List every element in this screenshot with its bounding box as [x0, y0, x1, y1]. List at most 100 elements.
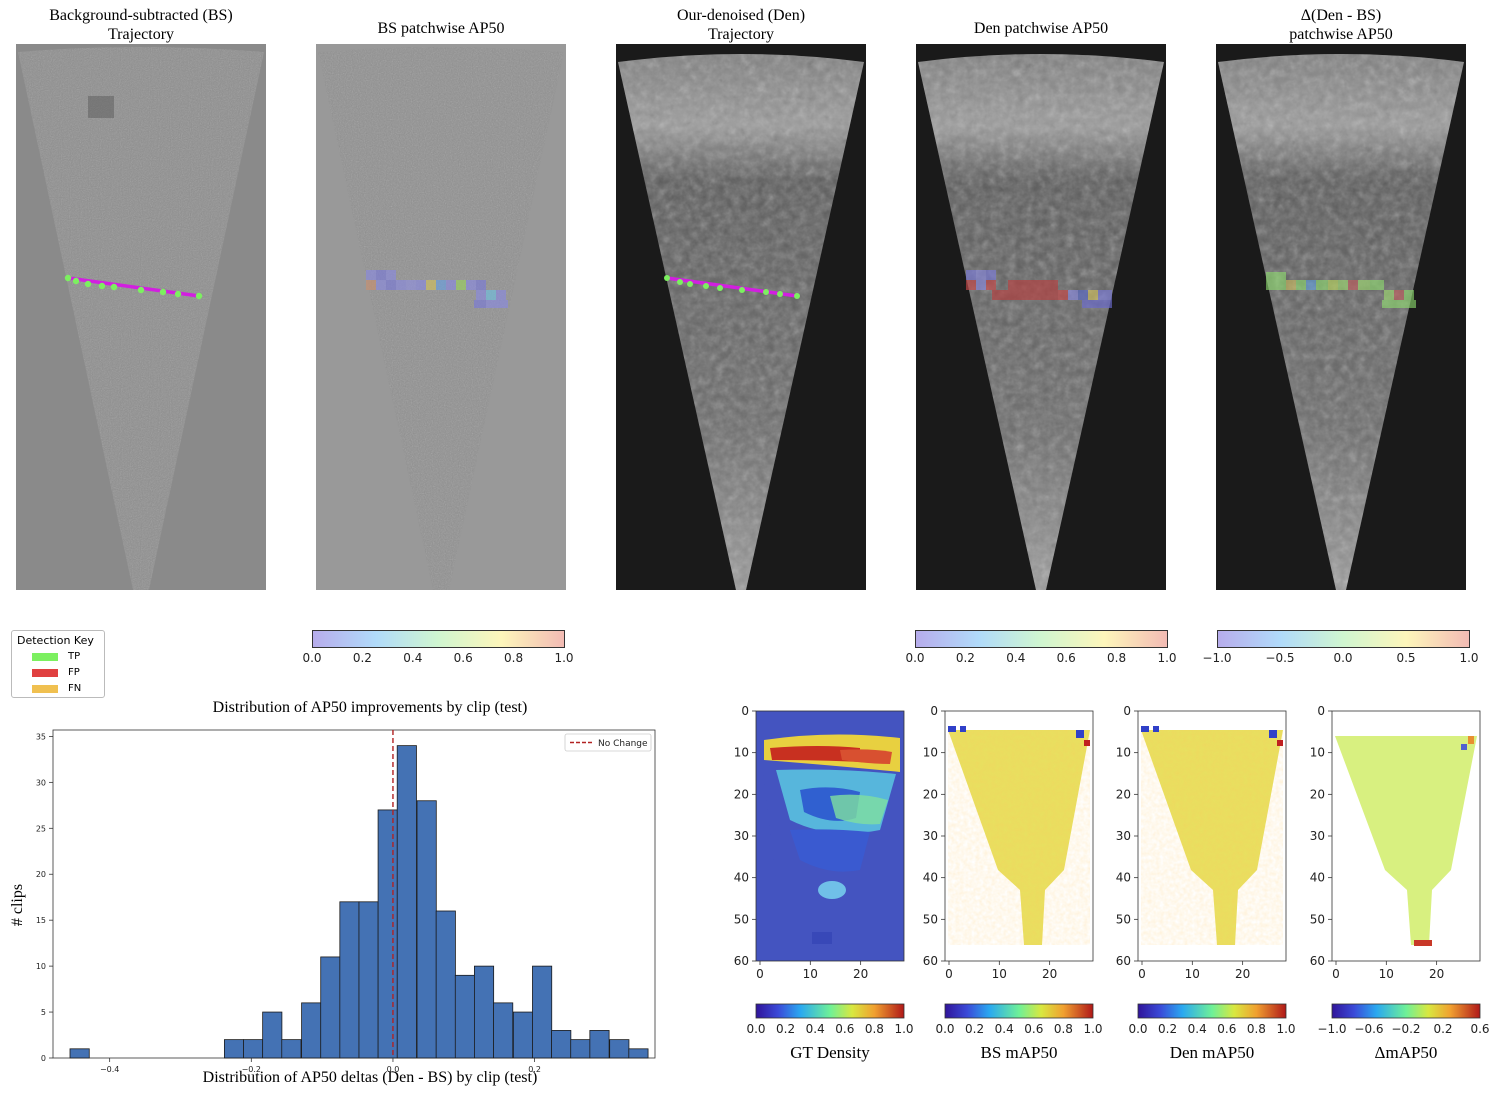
x-tick-label: −0.2 — [242, 1065, 261, 1074]
heatmap-colorbar-tick-label: 0.2 — [776, 1022, 795, 1036]
y-tick-label: 0 — [41, 1054, 46, 1063]
heatmap-y-tick-label: 50 — [1310, 912, 1325, 926]
colorbar-tick: 0.4 — [403, 651, 423, 665]
trajectory-track — [64, 274, 203, 300]
heatmap-y-tick-label: 20 — [1116, 787, 1131, 801]
y-tick-label: 30 — [36, 778, 46, 787]
heatmap-y-tick-label: 40 — [734, 871, 749, 885]
heatmap-colorbar-tick-label: 0.6 — [835, 1022, 854, 1036]
heatmap-y-tick-label: 0 — [1317, 704, 1325, 718]
heatmap-y-tick-label: 0 — [1123, 704, 1131, 718]
histogram-chart: 0 5 10 15 20 25 30 35 −0.4 −0.2 0.0 0.2 No Change — [36, 729, 656, 1074]
histogram-bar — [243, 1039, 264, 1059]
heatmap-colorbar-tick-label: 0.0 — [746, 1022, 765, 1036]
histogram-bar — [301, 1002, 322, 1059]
heatmap-y-tick-label: 60 — [1310, 954, 1325, 968]
heatmap-y-tick-label: 10 — [734, 746, 749, 760]
y-tick-label: 20 — [36, 870, 46, 879]
heatmap-y-tick-label: 50 — [1116, 912, 1131, 926]
heatmap-colorbars: 0.0 0.2 0.4 0.6 0.8 1.0 0.0 0.2 0.4 0.6 0.8 1.0 0.0 0… — [746, 1003, 1490, 1036]
heatmap-y-tick-label: 10 — [1116, 746, 1131, 760]
title-line1: Background-subtracted (BS) — [49, 7, 233, 24]
heatmap-x-tick-label: 0 — [756, 967, 764, 981]
heatmap-y-tick-label: 30 — [1116, 829, 1131, 843]
heatmap-y-tick-label: 20 — [1310, 787, 1325, 801]
panel-title-bs-trajectory: Background-subtracted (BS) Trajectory — [16, 6, 266, 44]
heatmap-x-tick-label: 0 — [945, 967, 953, 981]
heatmap-colorbar-tick-label: 0.8 — [1054, 1022, 1073, 1036]
histogram-ylabel: # clips — [9, 883, 26, 927]
heatmap-bs-map50 — [944, 710, 1094, 962]
y-tick-label: 25 — [36, 824, 46, 833]
heatmap-x-tick-label: 0 — [1332, 967, 1340, 981]
heatmap-x-tick-label: 20 — [1429, 967, 1444, 981]
legend-swatch — [32, 653, 58, 661]
colorbar-den-map50 — [1137, 1003, 1287, 1019]
heatmap-y-tick-label: 30 — [734, 829, 749, 843]
histogram-bar — [358, 901, 379, 1059]
heatmap-x-tick-label: 0 — [1138, 967, 1146, 981]
colorbar-tick: 1.0 — [554, 651, 574, 665]
histogram-title: Distribution of AP50 improvements by cli… — [212, 699, 528, 716]
colorbar-tick: 0.4 — [1006, 651, 1026, 665]
panel-title-den-trajectory: Our-denoised (Den) Trajectory — [616, 6, 866, 44]
colorbar-tick: 1.0 — [1459, 651, 1479, 665]
sonar-image-den-ap50 — [916, 44, 1166, 590]
y-tick-label: 35 — [36, 732, 46, 741]
histogram-bar — [262, 1011, 283, 1059]
heatmap-x-tick-label: 20 — [1235, 967, 1250, 981]
histogram-bar — [435, 910, 456, 1059]
heatmap-colorbar-tick-label: 0.8 — [1247, 1022, 1266, 1036]
density-heatmaps: 0 10 20 30 40 50 60 0 10 20 0 10 20 30 40 50 60 0 10 20 0 10 2… — [734, 704, 1481, 981]
colorbar-delta-ap50: −1.0 −0.5 0.0 0.5 1.0 — [1202, 630, 1479, 670]
heatmap-label-delta-map50: ΔmAP50 — [1374, 1043, 1438, 1062]
heatmap-y-tick-label: 10 — [1310, 746, 1325, 760]
colorbar-tick: 0.2 — [352, 651, 372, 665]
heatmap-y-tick-label: 0 — [930, 704, 938, 718]
heatmap-y-tick-label: 60 — [1116, 954, 1131, 968]
heatmap-y-tick-label: 50 — [734, 912, 749, 926]
histogram-bar — [223, 1039, 245, 1059]
sonar-image-bs-trajectory — [16, 44, 266, 590]
colorbar-tick: 0.2 — [955, 651, 975, 665]
heatmap-colorbar-tick-label: 1.0 — [1083, 1022, 1102, 1036]
title-line2: Trajectory — [707, 26, 775, 43]
histogram-bar — [609, 1039, 630, 1059]
patch-overlay-bs — [366, 270, 508, 308]
heatmap-y-tick-label: 50 — [923, 912, 938, 926]
heatmap-colorbar-tick-label: −0.2 — [1391, 1022, 1420, 1036]
colorbar-gradient — [312, 630, 565, 648]
heatmap-colorbar-tick-label: 0.6 — [1217, 1022, 1236, 1036]
heatmap-colorbar-tick-label: 0.2 — [1433, 1022, 1452, 1036]
x-tick-label: −0.4 — [100, 1065, 119, 1074]
patch-overlay-den — [966, 270, 1112, 308]
title-line1: Δ(Den - BS) — [1300, 7, 1382, 24]
heatmap-y-tick-label: 20 — [923, 787, 938, 801]
heatmap-colorbar-tick-label: 1.0 — [1276, 1022, 1295, 1036]
heatmap-x-tick-label: 10 — [803, 967, 818, 981]
heatmap-y-tick-label: 60 — [923, 954, 938, 968]
heatmap-y-tick-label: 40 — [1310, 871, 1325, 885]
heatmap-delta-map50 — [1331, 710, 1481, 962]
title-line1: BS patchwise AP50 — [377, 20, 505, 37]
histogram-bar — [281, 1039, 302, 1059]
colorbar-gt-density — [755, 1003, 905, 1019]
histogram-bar — [551, 1030, 572, 1059]
heatmap-colorbar-tick-label: 0.2 — [965, 1022, 984, 1036]
histogram-bar — [69, 1048, 90, 1059]
colorbar-tick: 0.6 — [453, 651, 473, 665]
legend-title: Detection Key — [17, 634, 94, 647]
histogram-bar — [320, 956, 341, 1059]
heatmap-y-tick-label: 10 — [923, 746, 938, 760]
heatmap-colorbar-tick-label: 0.8 — [865, 1022, 884, 1036]
panel-title-bs-ap50: BS patchwise AP50 — [316, 19, 566, 38]
colorbar-tick: 0.6 — [1056, 651, 1076, 665]
colorbar-tick: 0.8 — [1107, 651, 1127, 665]
heatmap-colorbar-tick-label: 0.4 — [1188, 1022, 1207, 1036]
heatmap-y-tick-label: 30 — [923, 829, 938, 843]
colorbar-tick: 1.0 — [1157, 651, 1177, 665]
title-line1: Den patchwise AP50 — [973, 20, 1109, 37]
heatmap-colorbar-tick-label: −1.0 — [1317, 1022, 1346, 1036]
colorbar-gradient — [1217, 630, 1470, 648]
colorbar-gradient — [915, 630, 1168, 648]
